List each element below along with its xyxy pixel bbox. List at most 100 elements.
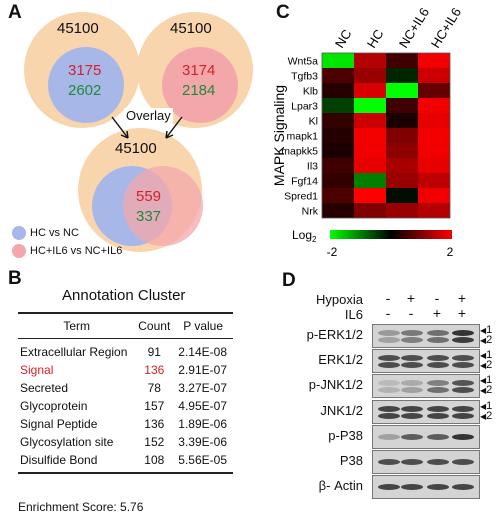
- blot-band: [427, 406, 449, 412]
- heatmap-cell: [322, 98, 354, 113]
- band-marker: ◀2: [480, 410, 492, 422]
- colorbar-label: Log2: [292, 228, 317, 244]
- legend-swatch-red: [12, 244, 26, 258]
- condition-sign: +: [406, 290, 416, 306]
- blot-band: [401, 387, 423, 393]
- heatmap-cell: [386, 68, 418, 83]
- heatmap-column-label: NC+IL6: [396, 5, 432, 51]
- venn-legend: HC vs NC HC+IL6 vs NC+IL6: [12, 226, 122, 258]
- count-cell: 136: [144, 417, 165, 431]
- venn-combined-total: 45100: [115, 140, 157, 157]
- blot-band: [452, 330, 474, 336]
- blot-band: [452, 434, 474, 440]
- heatmap-cell: [418, 98, 450, 113]
- blot-band: [452, 413, 474, 419]
- header-term: Term: [18, 313, 136, 339]
- heatmap-cell: [386, 53, 418, 68]
- heatmap-cell: [386, 113, 418, 128]
- count-cell: 136: [144, 363, 165, 377]
- venn-right-overlap-green: 2184: [182, 82, 216, 99]
- blot-band: [452, 459, 474, 465]
- term-cell: Glycosylation site: [20, 435, 114, 449]
- enrichment-score: Enrichment Score: 5.76: [18, 500, 144, 514]
- header-count: Count: [135, 313, 174, 339]
- panel-label-b: B: [8, 268, 22, 289]
- heatmap-cell: [322, 128, 354, 143]
- blot-band: [378, 362, 400, 368]
- band-marker-number: 1: [486, 400, 493, 412]
- venn-right-inner: [162, 47, 238, 123]
- condition-sign: +: [457, 290, 467, 306]
- blot-strip: [372, 400, 480, 424]
- heatmap-cell: [386, 158, 418, 173]
- venn-combined-red: [123, 166, 203, 246]
- blot-label: β- Actin: [318, 478, 363, 493]
- blot-band: [401, 355, 423, 361]
- heatmap-cell: [354, 83, 386, 98]
- blot-strip: [372, 475, 480, 499]
- table-row: Secreted 78 3.27E-07: [18, 379, 233, 397]
- heatmap-cell: [322, 143, 354, 158]
- table-row: Signal Peptide 136 1.89E-06: [18, 415, 233, 433]
- overlay-arrow-left: [111, 116, 129, 139]
- legend-swatch-blue: [12, 226, 26, 240]
- heatmap-cell: [354, 143, 386, 158]
- panel-label-a: A: [8, 2, 22, 23]
- heatmap-cell: [354, 68, 386, 83]
- heatmap-cell: [386, 203, 418, 218]
- blot-band: [378, 355, 400, 361]
- triangle-left-icon: ◀: [480, 336, 487, 345]
- pvalue-cell: 1.89E-06: [178, 417, 227, 431]
- condition-sign: +: [457, 305, 467, 321]
- band-marker: ◀1: [480, 400, 492, 412]
- heatmap-cell: [354, 53, 386, 68]
- triangle-left-icon: ◀: [480, 402, 487, 411]
- blot-band: [401, 413, 423, 419]
- heatmap-cell: [418, 188, 450, 203]
- venn-diagrams: [24, 12, 253, 252]
- triangle-left-icon: ◀: [480, 351, 487, 360]
- term-cell: Signal: [20, 363, 54, 377]
- colorbar-max: 2: [447, 245, 454, 259]
- legend-label-hc-vs-nc: HC vs NC: [30, 227, 79, 239]
- heatmap-cell: [418, 113, 450, 128]
- heatmap-cell: [418, 143, 450, 158]
- heatmap-cell: [386, 128, 418, 143]
- blot-band: [452, 355, 474, 361]
- condition-sign: -: [408, 305, 414, 321]
- blot-label: ERK1/2: [318, 352, 363, 367]
- blot-label: p-ERK1/2: [306, 327, 363, 342]
- triangle-left-icon: ◀: [480, 386, 487, 395]
- pvalue-cell: 2.91E-07: [178, 363, 227, 377]
- heatmap-row-label: mapkk5: [281, 146, 318, 158]
- heatmap-row-label: Klb: [303, 86, 318, 98]
- heatmap-cell: [322, 113, 354, 128]
- pvalue-cell: 3.27E-07: [178, 381, 227, 395]
- term-cell: Glycoprotein: [20, 399, 88, 413]
- blot-band: [427, 337, 449, 343]
- band-marker: ◀2: [480, 334, 492, 346]
- heatmap-row-label: Kl: [309, 116, 318, 128]
- heatmap-cell: [418, 68, 450, 83]
- pvalue-cell: 4.95E-07: [178, 399, 227, 413]
- table-row: Glycoprotein 157 4.95E-07: [18, 397, 233, 415]
- blot-strip: [372, 425, 480, 449]
- count-cell: 157: [144, 399, 165, 413]
- blot-band: [401, 380, 423, 386]
- panel-label-c: C: [276, 2, 290, 23]
- triangle-left-icon: ◀: [480, 412, 487, 421]
- blot-band: [427, 362, 449, 368]
- blot-band: [378, 406, 400, 412]
- pvalue-cell: 5.56E-05: [173, 451, 233, 474]
- condition-label-il6: IL6: [344, 307, 363, 322]
- triangle-left-icon: ◀: [480, 361, 487, 370]
- heatmap-cell: [386, 143, 418, 158]
- blot-band: [401, 459, 423, 465]
- blot-band: [378, 387, 400, 393]
- band-marker: ◀2: [480, 384, 492, 396]
- annotation-table-head: Term Count P value: [18, 313, 233, 339]
- blot-strip: [372, 374, 480, 398]
- heatmap-cell: [386, 83, 418, 98]
- blot-band: [452, 484, 474, 490]
